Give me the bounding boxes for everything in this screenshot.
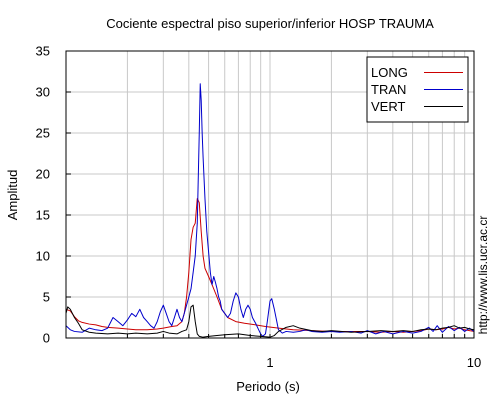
- legend: LONG TRAN VERT: [366, 56, 469, 123]
- y-axis-label: Amplitud: [5, 170, 20, 221]
- legend-label-long: LONG: [371, 65, 408, 80]
- legend-label-tran: TRAN: [371, 82, 406, 97]
- y-tick-label: 30: [36, 85, 50, 100]
- axis-ticks: 0 5 10 15 20 25 30 35 1 10: [36, 44, 482, 371]
- y-tick-label: 15: [36, 208, 50, 223]
- y-tick-label: 35: [36, 44, 50, 59]
- chart-title: Cociente espectral piso superior/inferio…: [106, 16, 434, 31]
- side-url-text: http://www.lis.ucr.ac.cr: [476, 216, 490, 335]
- y-tick-label: 0: [43, 331, 50, 346]
- x-tick-label: 1: [266, 355, 273, 370]
- y-tick-label: 20: [36, 167, 50, 182]
- series-line-tran: [65, 83, 475, 337]
- legend-label-vert: VERT: [371, 99, 405, 114]
- legend-box: [366, 56, 469, 123]
- y-tick-label: 5: [43, 290, 50, 305]
- x-axis-label: Periodo (s): [236, 379, 300, 394]
- y-tick-label: 10: [36, 249, 50, 264]
- y-tick-label: 25: [36, 126, 50, 141]
- x-tick-label: 10: [467, 355, 481, 370]
